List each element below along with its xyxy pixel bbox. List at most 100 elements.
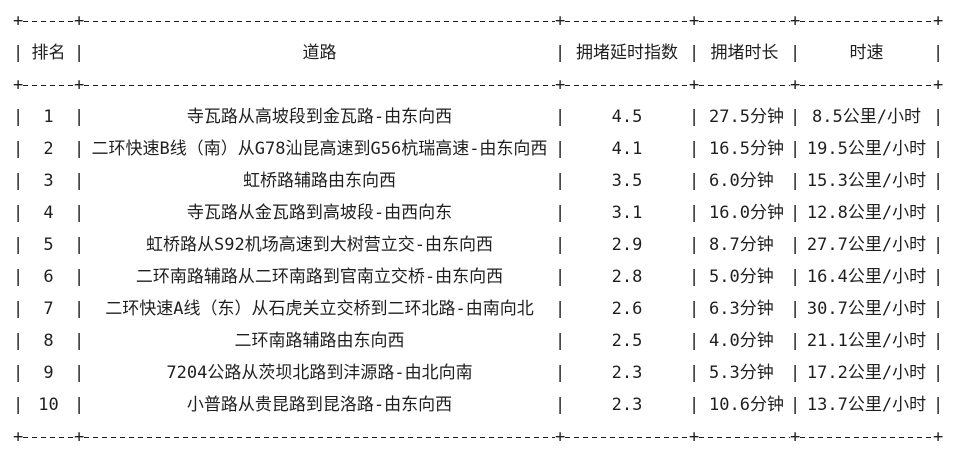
column-separator: | [13, 43, 24, 63]
border-junction: + [13, 11, 24, 31]
column-separator: | [13, 267, 24, 287]
column-separator: | [13, 107, 24, 127]
border-dash-line [800, 84, 933, 86]
column-separator: | [790, 139, 801, 159]
column-separator: | [689, 43, 700, 63]
table-row: | 4 | 寺瓦路从金瓦路到高坡段-由西向东 | 3.1 | 16.0分钟 | … [13, 197, 959, 229]
border-junction: + [74, 427, 85, 447]
column-separator: | [555, 331, 566, 351]
column-separator: | [13, 395, 24, 415]
cell-road: 二环南路辅路从二环南路到官南立交桥-由东向西 [135, 267, 504, 287]
cell-delay-index: 2.3 [611, 395, 643, 415]
column-separator: | [13, 363, 24, 383]
traffic-congestion-rank-table: + + + + + + | 排名 | 道路 | 拥堵延时指数 | 拥堵时长 | … [13, 11, 959, 453]
cell-speed: 8.5公里/小时 [812, 107, 921, 127]
column-separator: | [74, 235, 85, 255]
column-separator: | [933, 107, 944, 127]
cell-duration: 16.0分钟 [709, 203, 784, 223]
border-dash-line [800, 20, 933, 22]
border-junction: + [790, 75, 801, 95]
border-junction: + [790, 427, 801, 447]
column-separator: | [933, 171, 944, 191]
cell-road: 寺瓦路从高坡段到金瓦路-由东向西 [186, 107, 453, 127]
column-separator: | [555, 171, 566, 191]
column-separator: | [13, 171, 24, 191]
column-separator: | [74, 299, 85, 319]
column-separator: | [790, 331, 801, 351]
cell-rank: 1 [43, 107, 54, 127]
cell-rank: 9 [43, 363, 54, 383]
border-dash-line [699, 84, 790, 86]
cell-duration: 6.0分钟 [709, 171, 774, 191]
cell-duration: 6.3分钟 [709, 299, 774, 319]
column-separator: | [555, 203, 566, 223]
border-junction: + [689, 11, 700, 31]
table-border-header: + + + + + + [13, 69, 959, 101]
table-row: | 9 | 7204公路从茨坝北路到沣源路-由北向南 | 2.3 | 5.3分钟… [13, 357, 959, 389]
column-separator: | [13, 299, 24, 319]
cell-speed: 21.1公里/小时 [806, 331, 927, 351]
table-row: | 7 | 二环快速A线（东）从石虎关立交桥到二环北路-由南向北 | 2.6 |… [13, 293, 959, 325]
border-dash-line [84, 20, 555, 22]
column-separator: | [689, 171, 700, 191]
column-separator: | [74, 395, 85, 415]
column-separator: | [689, 395, 700, 415]
table-border-bottom: + + + + + + [13, 421, 959, 453]
table-row: | 5 | 虹桥路从S92机场高速到大树营立交-由东向西 | 2.9 | 8.7… [13, 229, 959, 261]
cell-duration: 4.0分钟 [709, 331, 774, 351]
column-separator: | [790, 107, 801, 127]
column-separator: | [74, 331, 85, 351]
border-dash-line [699, 436, 790, 438]
cell-speed: 16.4公里/小时 [806, 267, 927, 287]
header-rank: 排名 [31, 43, 66, 63]
table-row: | 8 | 二环南路辅路由东向西 | 2.5 | 4.0分钟 | 21.1公里/… [13, 325, 959, 357]
column-separator: | [13, 139, 24, 159]
cell-delay-index: 4.1 [611, 139, 643, 159]
cell-delay-index: 2.8 [611, 267, 643, 287]
column-separator: | [933, 267, 944, 287]
column-separator: | [555, 395, 566, 415]
column-separator: | [13, 203, 24, 223]
cell-road: 7204公路从茨坝北路到沣源路-由北向南 [166, 363, 473, 383]
table-row: | 1 | 寺瓦路从高坡段到金瓦路-由东向西 | 4.5 | 27.5分钟 | … [13, 101, 959, 133]
column-separator: | [555, 299, 566, 319]
cell-duration: 27.5分钟 [709, 107, 784, 127]
cell-delay-index: 2.3 [611, 363, 643, 383]
column-separator: | [555, 139, 566, 159]
cell-delay-index: 2.5 [611, 331, 643, 351]
cell-duration: 16.5分钟 [709, 139, 784, 159]
cell-delay-index: 2.6 [611, 299, 643, 319]
column-separator: | [790, 299, 801, 319]
column-separator: | [555, 363, 566, 383]
column-separator: | [790, 363, 801, 383]
header-duration: 拥堵时长 [710, 43, 779, 63]
table-header-row: | 排名 | 道路 | 拥堵延时指数 | 拥堵时长 | 时速 | [13, 37, 959, 69]
column-separator: | [790, 43, 801, 63]
cell-speed: 27.7公里/小时 [806, 235, 927, 255]
cell-road: 二环快速B线（南）从G78汕昆高速到G56杭瑞高速-由东向西 [91, 139, 548, 159]
border-dash-line [23, 84, 74, 86]
column-separator: | [933, 395, 944, 415]
border-junction: + [555, 11, 566, 31]
column-separator: | [689, 139, 700, 159]
border-junction: + [689, 75, 700, 95]
border-junction: + [74, 11, 85, 31]
cell-road: 虹桥路辅路由东向西 [243, 171, 396, 191]
column-separator: | [689, 363, 700, 383]
column-separator: | [933, 331, 944, 351]
column-separator: | [13, 235, 24, 255]
cell-speed: 30.7公里/小时 [806, 299, 927, 319]
column-separator: | [933, 139, 944, 159]
column-separator: | [74, 139, 85, 159]
column-separator: | [689, 203, 700, 223]
column-separator: | [790, 203, 801, 223]
border-dash-line [84, 84, 555, 86]
column-separator: | [689, 267, 700, 287]
cell-duration: 5.0分钟 [709, 267, 774, 287]
border-dash-line [565, 436, 689, 438]
border-junction: + [555, 427, 566, 447]
table-row: | 10 | 小普路从贵昆路到昆洛路-由东向西 | 2.3 | 10.6分钟 |… [13, 389, 959, 421]
table-row: | 3 | 虹桥路辅路由东向西 | 3.5 | 6.0分钟 | 15.3公里/小… [13, 165, 959, 197]
column-separator: | [933, 43, 944, 63]
cell-rank: 4 [43, 203, 54, 223]
